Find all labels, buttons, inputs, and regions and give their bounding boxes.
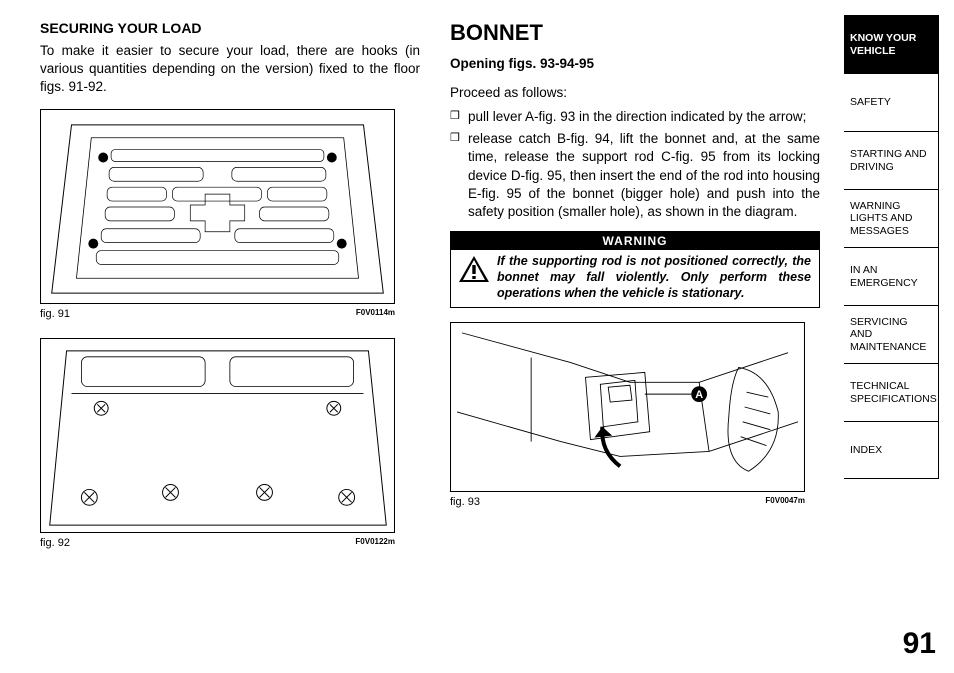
nav-servicing[interactable]: SERVICING AND MAINTENANCE — [844, 305, 939, 363]
proceed-intro: Proceed as follows: — [450, 85, 820, 100]
figure-92-code: F0V0122m — [355, 537, 395, 549]
figure-91-label: fig. 91 — [40, 308, 70, 320]
nav-know-your-vehicle[interactable]: KNOW YOUR VEHICLE — [844, 15, 939, 73]
right-column: BONNET Opening figs. 93-94-95 Proceed as… — [440, 20, 820, 653]
figure-93-code: F0V0047m — [765, 496, 805, 508]
warning-title: WARNING — [451, 232, 819, 250]
figure-92 — [40, 338, 395, 533]
figure-93-diagram: A — [451, 323, 804, 491]
warning-triangle-icon — [457, 254, 491, 301]
procedure-step-2: release catch B-fig. 94, lift the bonnet… — [450, 130, 820, 221]
warning-text: If the supporting rod is not positioned … — [497, 254, 811, 301]
figure-91-caption: fig. 91 F0V0114m — [40, 308, 395, 320]
bonnet-heading: BONNET — [450, 20, 820, 46]
nav-starting-driving[interactable]: STARTING AND DRIVING — [844, 131, 939, 189]
procedure-step-1: pull lever A-fig. 93 in the direction in… — [450, 108, 820, 126]
procedure-list: pull lever A-fig. 93 in the direction in… — [450, 108, 820, 221]
opening-subheading: Opening figs. 93-94-95 — [450, 56, 820, 71]
figure-93-caption: fig. 93 F0V0047m — [450, 496, 805, 508]
nav-safety[interactable]: SAFETY — [844, 73, 939, 131]
figure-91-diagram — [41, 110, 394, 303]
page-number: 91 — [903, 627, 936, 661]
figure-92-label: fig. 92 — [40, 537, 70, 549]
figure-91-code: F0V0114m — [356, 308, 395, 320]
nav-emergency[interactable]: IN AN EMERGENCY — [844, 247, 939, 305]
warning-box: WARNING If the supporting rod is not pos… — [450, 231, 820, 308]
figure-92-diagram — [41, 339, 394, 532]
securing-load-heading: SECURING YOUR LOAD — [40, 20, 420, 36]
manual-page: SECURING YOUR LOAD To make it easier to … — [0, 0, 954, 673]
figure-93: A — [450, 322, 805, 492]
nav-technical-specs[interactable]: TECHNICAL SPECIFICATIONS — [844, 363, 939, 421]
nav-index[interactable]: INDEX — [844, 421, 939, 479]
nav-warning-lights[interactable]: WARNING LIGHTS AND MESSAGES — [844, 189, 939, 247]
figure-91 — [40, 109, 395, 304]
svg-text:A: A — [695, 389, 703, 401]
left-column: SECURING YOUR LOAD To make it easier to … — [40, 20, 440, 653]
section-nav: KNOW YOUR VEHICLE SAFETY STARTING AND DR… — [844, 15, 939, 479]
securing-load-body: To make it easier to secure your load, t… — [40, 42, 420, 97]
figure-93-label: fig. 93 — [450, 496, 480, 508]
figure-92-caption: fig. 92 F0V0122m — [40, 537, 395, 549]
